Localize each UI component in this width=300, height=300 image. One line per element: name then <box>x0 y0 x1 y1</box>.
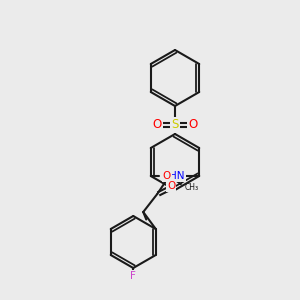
Text: O: O <box>152 118 162 131</box>
Text: O: O <box>167 181 176 191</box>
Text: S: S <box>171 118 179 131</box>
Text: F: F <box>130 271 136 281</box>
Text: CH₃: CH₃ <box>185 184 199 193</box>
Text: O: O <box>188 118 198 131</box>
Text: O: O <box>163 171 171 181</box>
Text: HN: HN <box>169 171 185 181</box>
